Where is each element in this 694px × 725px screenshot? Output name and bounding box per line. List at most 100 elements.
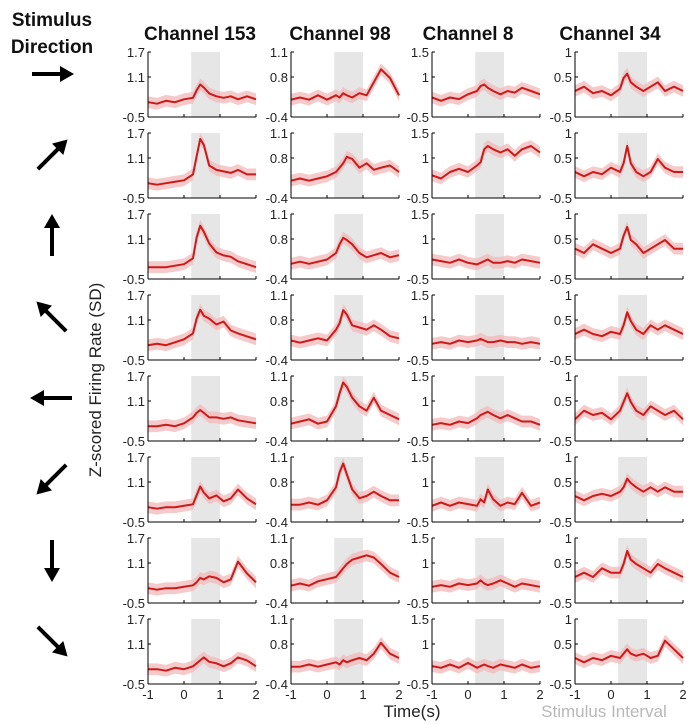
panel-channel-34-up: 1 0.5 -0.5 (550, 207, 684, 287)
y-tick-label: 1.1 (270, 288, 288, 303)
y-tick-label: 1.7 (127, 126, 145, 141)
error-band (432, 140, 540, 185)
mean-firing-rate-line (431, 258, 541, 266)
y-tick-label: 0.8 (270, 151, 288, 166)
y-tick-label: 1.5 (411, 612, 429, 627)
y-tick-label: 1 (422, 232, 429, 247)
mean-firing-rate-line (290, 236, 400, 265)
y-tick-label: -0.5 (550, 515, 572, 530)
x-tick-label: 0 (180, 687, 187, 702)
panel-channel-34-left: 1 0.5 -0.5 (550, 369, 684, 449)
error-band (148, 480, 256, 515)
error-band (575, 67, 683, 102)
y-tick-label: 1 (565, 207, 572, 222)
mean-firing-rate-line (148, 409, 257, 428)
right-arrow-icon (32, 66, 74, 82)
y-tick-label: 1 (565, 612, 572, 627)
mean-firing-rate-line (431, 579, 541, 588)
y-tick-label: 1 (422, 313, 429, 328)
mean-firing-rate-line (147, 83, 257, 105)
stimulus-interval-shade (475, 295, 504, 360)
down-left-arrow-icon (36, 463, 68, 495)
y-tick-label: 1 (565, 450, 572, 465)
y-tick-label: -0.5 (123, 272, 145, 287)
left-arrow-icon (30, 390, 72, 406)
error-band (148, 404, 256, 433)
up-right-arrow-icon (36, 139, 68, 171)
y-tick-label: 1.7 (127, 450, 145, 465)
y-tick-label: 1.1 (270, 450, 288, 465)
mean-firing-rate-line (147, 485, 257, 510)
error-band (148, 303, 256, 352)
panel-channel-153-left: 1.7 1.1 -0.5 (123, 369, 257, 449)
mean-firing-rate-line (431, 488, 541, 507)
y-tick-label: 1 (565, 126, 572, 141)
y-tick-label: 1 (565, 531, 572, 546)
mean-firing-rate-line (574, 72, 684, 97)
mean-firing-rate-line (147, 137, 256, 186)
y-tick-label: 1 (422, 475, 429, 490)
direction-arrows (30, 66, 74, 657)
y-tick-label: -0.5 (407, 515, 429, 530)
mean-firing-rate-line (574, 639, 684, 664)
panel-channel-153-down-left: 1.7 1.1 -0.5 (123, 450, 257, 530)
x-tick-label: -1 (569, 687, 581, 702)
stimulus-heading-line2: Direction (11, 37, 93, 58)
x-tick-label: 1 (500, 687, 507, 702)
y-tick-label: -0.5 (123, 677, 145, 692)
panel-channel-153-up: 1.7 1.1 -0.5 (123, 207, 257, 287)
stimulus-interval-shade (475, 538, 504, 603)
y-tick-label: -0.5 (407, 272, 429, 287)
panel-channel-34-down-left: 1 0.5 -0.5 (550, 450, 684, 530)
panel-channel-98-up: 1.1 0.8 -0.4 (266, 207, 400, 287)
y-tick-label: 0.8 (270, 232, 288, 247)
mean-firing-rate-line (290, 68, 400, 101)
x-tick-label: 0 (323, 687, 330, 702)
y-tick-label: -0.5 (550, 191, 572, 206)
y-tick-label: 0.5 (554, 70, 572, 85)
mean-firing-rate-line (574, 311, 684, 338)
panel-channel-98-up-left: 1.1 0.8 -0.4 (266, 288, 400, 368)
mean-firing-rate-line (290, 309, 400, 344)
y-tick-label: 1.7 (127, 288, 145, 303)
x-tick-label: 1 (216, 687, 223, 702)
y-tick-label: 1.5 (411, 207, 429, 222)
y-tick-label: 1.1 (127, 475, 145, 490)
y-tick-label: -0.5 (123, 110, 145, 125)
y-tick-label: 0.8 (270, 394, 288, 409)
mean-firing-rate-line (147, 308, 257, 347)
y-tick-label: 1.5 (411, 45, 429, 60)
panel-channel-8-up: 1.5 1 -0.5 (407, 207, 541, 287)
y-tick-label: 1.5 (411, 450, 429, 465)
y-tick-label: 1.1 (270, 45, 288, 60)
mean-firing-rate-line (148, 224, 257, 269)
y-tick-label: 0.5 (554, 151, 572, 166)
y-tick-label: -0.5 (123, 353, 145, 368)
up-arrow-icon (44, 214, 60, 256)
mean-firing-rate-line (574, 392, 684, 421)
error-band (291, 232, 399, 270)
mean-firing-rate-line (291, 462, 399, 506)
panel-channel-8-down: 1.5 1 -0.5 (407, 531, 541, 611)
panel-channel-8-right: 1.5 1 -0.5 (407, 45, 541, 125)
error-band (291, 457, 399, 511)
panel-channel-153-down: 1.7 1.1 -0.5 (123, 531, 257, 611)
panel-channel-8-down-left: 1.5 1 -0.5 (407, 450, 541, 530)
y-tick-label: 1.1 (127, 556, 145, 571)
y-tick-label: 0.5 (554, 637, 572, 652)
panel-channel-98-down: 1.1 0.8 -0.4 (266, 531, 400, 611)
channel-8-title: Channel 8 (423, 24, 514, 45)
y-tick-label: -0.5 (407, 677, 429, 692)
panel-channel-34-up-left: 1 0.5 -0.5 (550, 288, 684, 368)
panel-channel-8-up-right: 1.5 1 -0.5 (407, 126, 541, 206)
x-tick-label: 2 (395, 687, 402, 702)
mean-firing-rate-line (148, 656, 257, 672)
x-tick-label: 1 (643, 687, 650, 702)
error-band (148, 133, 256, 191)
x-tick-label: -1 (426, 687, 438, 702)
panel-channel-98-right: 1.1 0.8 -0.4 (266, 45, 400, 125)
y-tick-label: 1.1 (127, 151, 145, 166)
y-tick-label: 1.7 (127, 612, 145, 627)
channel-98-title: Channel 98 (289, 24, 390, 45)
